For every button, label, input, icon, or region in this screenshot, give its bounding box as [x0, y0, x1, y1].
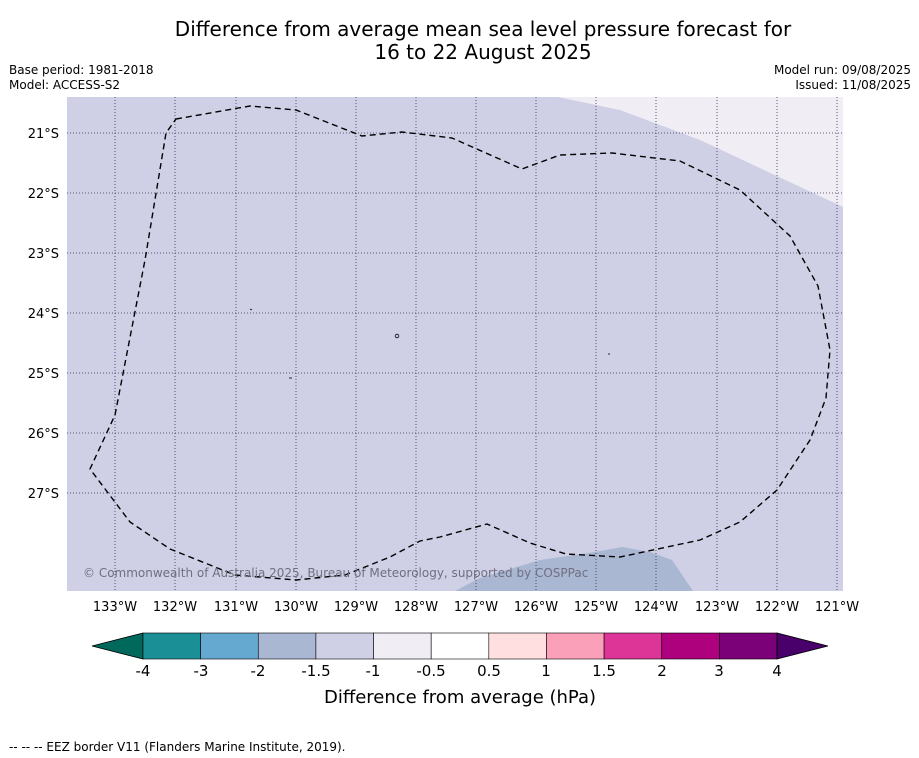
map-title: Difference from average mean sea level p…: [0, 18, 919, 64]
colorbar-tick: -4: [136, 662, 151, 680]
base-period-text: Base period: 1981-2018: [9, 63, 154, 77]
colorbar-tick: 2: [657, 662, 667, 680]
colorbar-tick: 1.5: [592, 662, 616, 680]
title-line-2: 16 to 22 August 2025: [374, 40, 592, 64]
lat-label: 23°S: [28, 247, 59, 262]
field-region-main: [67, 97, 843, 591]
colorbar-cell: [200, 632, 259, 660]
colorbar-over-arrow: [776, 632, 829, 660]
map-figure: © Commonwealth of Australia 2025, Bureau…: [28, 97, 859, 708]
colorbar-cell: [603, 632, 663, 660]
colorbar-under-arrow: [91, 632, 144, 660]
lat-label: 27°S: [28, 487, 59, 502]
lon-label: 132°W: [153, 600, 197, 615]
lon-label: 121°W: [815, 600, 859, 615]
lon-label: 125°W: [574, 600, 618, 615]
colorbar-cell: [661, 632, 720, 660]
colorbar-tick: 0.5: [477, 662, 501, 680]
field-region-light: [558, 97, 843, 207]
lat-label: 21°S: [28, 127, 59, 142]
colorbar-cell: [142, 632, 201, 660]
colorbar-tick: 4: [772, 662, 782, 680]
colorbar-tick: -2: [251, 662, 266, 680]
lat-label: 22°S: [28, 187, 59, 202]
colorbar-tick: 1: [541, 662, 551, 680]
lon-label: 122°W: [755, 600, 799, 615]
lat-label: 26°S: [28, 427, 59, 442]
lon-label: 123°W: [695, 600, 739, 615]
colorbar-cell: [373, 632, 432, 660]
copyright-text: © Commonwealth of Australia 2025, Bureau…: [83, 566, 588, 580]
colorbar-cells: [142, 632, 778, 660]
model-run-text: Model run: 09/08/2025: [773, 63, 911, 77]
island: [394, 333, 400, 339]
lon-label: 124°W: [634, 600, 678, 615]
colorbar-tick: -1.5: [301, 662, 330, 680]
colorbar-label: Difference from average (hPa): [324, 687, 596, 708]
island: [249, 308, 253, 311]
colorbar-tick: -3: [194, 662, 209, 680]
title-line-1: Difference from average mean sea level p…: [174, 17, 792, 41]
colorbar-tick: -0.5: [416, 662, 445, 680]
colorbar-cell: [488, 632, 547, 660]
lon-label: 128°W: [394, 600, 438, 615]
meta-right: Model run: 09/08/2025 Issued: 11/08/2025: [774, 63, 911, 93]
field-region-dark: [455, 547, 693, 591]
islands: [249, 308, 610, 379]
colorbar: -4 -3 -2 -1.5 -1 -0.5 0.5 1 1.5 2 3 4 Di…: [91, 632, 829, 708]
issued-text: Issued: 11/08/2025: [795, 78, 911, 92]
colorbar-cell: [719, 632, 778, 660]
model-text: Model: ACCESS-S2: [9, 78, 121, 92]
colorbar-tick-labels: -4 -3 -2 -1.5 -1 -0.5 0.5 1 1.5 2 3 4: [136, 662, 782, 680]
lat-label: 24°S: [28, 307, 59, 322]
colorbar-cell: [546, 632, 605, 660]
lon-label: 126°W: [514, 600, 558, 615]
lon-label: 131°W: [214, 600, 258, 615]
lon-label: 133°W: [93, 600, 137, 615]
meta-left: Base period: 1981-2018 Model: ACCESS-S2: [9, 63, 154, 93]
colorbar-cell: [430, 632, 490, 660]
lat-axis-labels: 21°S 22°S 23°S 24°S 25°S 26°S 27°S: [28, 127, 59, 502]
lon-label: 127°W: [454, 600, 498, 615]
lat-label: 25°S: [28, 367, 59, 382]
eez-border-line: [89, 105, 831, 581]
graticule: [67, 97, 843, 591]
colorbar-cell: [315, 632, 374, 660]
colorbar-tick: 3: [714, 662, 724, 680]
colorbar-tick: -1: [366, 662, 381, 680]
colorbar-cell: [257, 632, 317, 660]
eez-footnote: -- -- -- EEZ border V11 (Flanders Marine…: [9, 740, 346, 754]
anomaly-field: [67, 97, 843, 591]
lon-label: 129°W: [334, 600, 378, 615]
lon-label: 130°W: [274, 600, 318, 615]
lon-axis-labels: 133°W 132°W 131°W 130°W 129°W 128°W 127°…: [93, 600, 859, 615]
